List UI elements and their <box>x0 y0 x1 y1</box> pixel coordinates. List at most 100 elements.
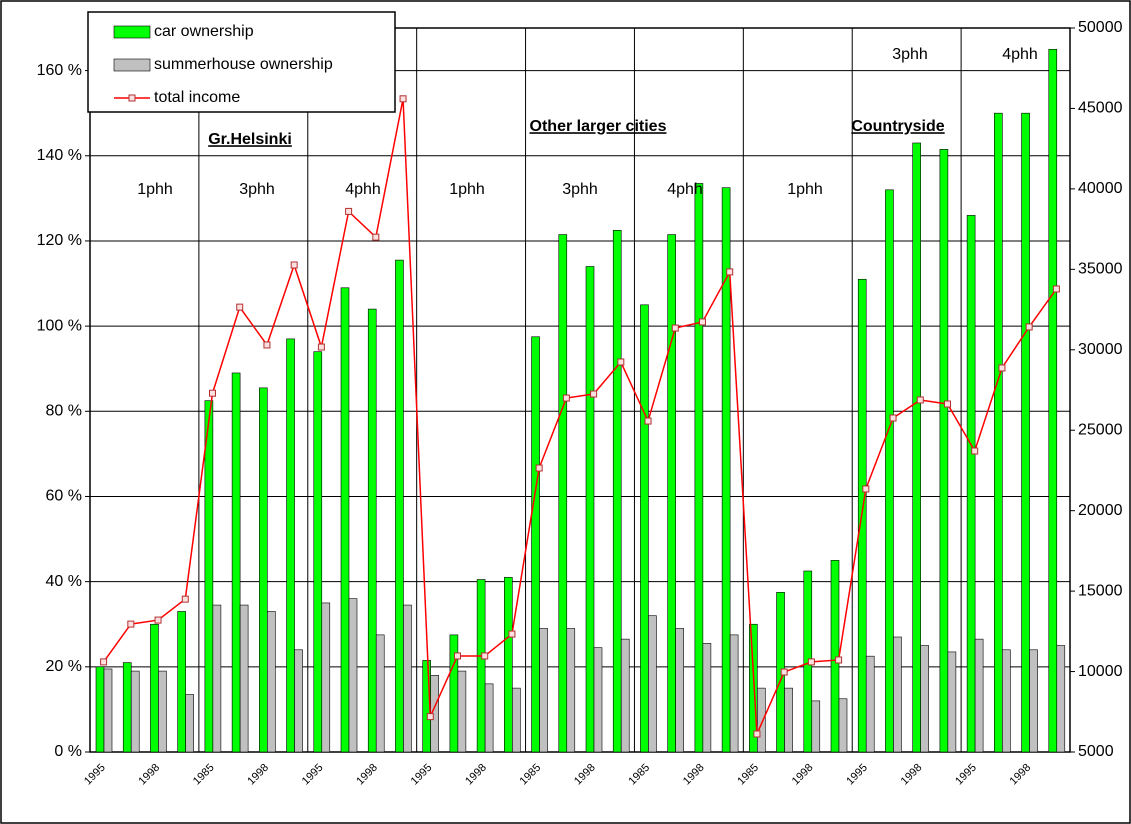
bar <box>150 623 159 753</box>
bar <box>286 338 295 753</box>
bar <box>830 560 840 753</box>
y2-tick-label: 10000 <box>1078 663 1123 680</box>
line-marker <box>236 303 244 311</box>
y2-tick-label: 20000 <box>1078 502 1123 519</box>
plot-area <box>89 27 1071 753</box>
bar <box>702 643 712 753</box>
bar <box>267 611 276 753</box>
legend-marker <box>128 94 136 102</box>
bar <box>239 604 249 753</box>
bar <box>1021 112 1030 753</box>
bar <box>667 234 676 753</box>
y-tick-label: 0 % <box>54 743 82 760</box>
bar <box>185 694 194 753</box>
line-marker <box>753 730 761 738</box>
bar <box>531 336 540 753</box>
y-tick-label: 20 % <box>46 658 82 675</box>
bar <box>539 628 548 753</box>
legend-label: summerhouse ownership <box>154 56 333 73</box>
line-marker <box>263 341 271 349</box>
bar <box>620 638 630 753</box>
bar <box>593 647 603 753</box>
line-marker <box>209 389 216 397</box>
household-label: 4phh <box>667 181 703 198</box>
bar <box>122 662 132 753</box>
bar <box>259 387 268 753</box>
y2-tick-label: 15000 <box>1078 582 1123 599</box>
bar <box>585 266 595 753</box>
bar <box>640 304 649 753</box>
y-tick-label: 60 % <box>46 488 82 505</box>
bar <box>566 628 576 753</box>
line-marker <box>181 595 189 603</box>
line-marker <box>454 652 461 660</box>
y-tick-label: 120 % <box>37 232 82 249</box>
y-tick-label: 80 % <box>46 403 82 420</box>
bar <box>729 634 739 753</box>
y-tick-label: 160 % <box>37 62 82 79</box>
legend-swatch <box>113 25 151 39</box>
bar <box>974 638 984 753</box>
household-label: 1phh <box>787 181 823 198</box>
bar <box>457 670 467 753</box>
bar <box>811 700 821 753</box>
bar <box>212 604 222 753</box>
household-label: 4phh <box>345 181 381 198</box>
y2-tick-label: 45000 <box>1078 100 1123 117</box>
bar <box>204 400 214 753</box>
region-label: Other larger cities <box>530 118 667 135</box>
bar <box>103 668 113 753</box>
y2-tick-label: 5000 <box>1078 743 1114 760</box>
line-marker <box>835 656 843 664</box>
bar <box>885 189 894 753</box>
line-marker <box>508 630 516 638</box>
bar <box>920 645 929 753</box>
y2-tick-label: 25000 <box>1078 421 1123 438</box>
bar <box>994 112 1003 753</box>
bar <box>865 655 875 753</box>
y2-tick-label: 30000 <box>1078 341 1123 358</box>
bar <box>367 308 377 753</box>
y-tick-label: 140 % <box>37 147 82 164</box>
bar <box>558 234 568 753</box>
line-marker <box>372 233 380 241</box>
bar <box>838 698 848 753</box>
line-marker <box>590 390 598 398</box>
line-marker <box>998 364 1006 372</box>
bar <box>504 577 513 753</box>
y-tick-label: 100 % <box>37 317 82 334</box>
line-marker <box>862 485 870 493</box>
line-marker <box>317 343 325 351</box>
line-marker <box>699 318 706 326</box>
line-marker <box>1025 323 1033 331</box>
line-marker <box>345 207 353 215</box>
line-marker <box>426 713 434 721</box>
line-marker <box>971 447 979 455</box>
bar <box>294 649 303 753</box>
bar <box>675 628 684 753</box>
bar <box>321 602 331 753</box>
bar <box>912 142 921 753</box>
bar <box>177 611 186 753</box>
y2-tick-label: 50000 <box>1078 19 1123 36</box>
line-marker <box>944 400 951 408</box>
bar <box>1048 48 1058 753</box>
bar <box>348 598 358 753</box>
bar <box>721 187 731 753</box>
line-marker <box>399 95 407 103</box>
line <box>103 98 1057 735</box>
household-label: 4phh <box>1002 46 1038 63</box>
bar <box>612 229 622 753</box>
bar <box>947 651 957 753</box>
bar <box>648 615 657 753</box>
household-label: 3phh <box>892 46 928 63</box>
line-marker <box>290 261 298 269</box>
bar <box>1029 649 1038 753</box>
bar <box>476 579 486 753</box>
legend-label: total income <box>154 89 240 106</box>
bar <box>694 183 704 753</box>
line-marker <box>617 358 625 366</box>
bar <box>95 666 105 753</box>
bar <box>130 670 140 753</box>
